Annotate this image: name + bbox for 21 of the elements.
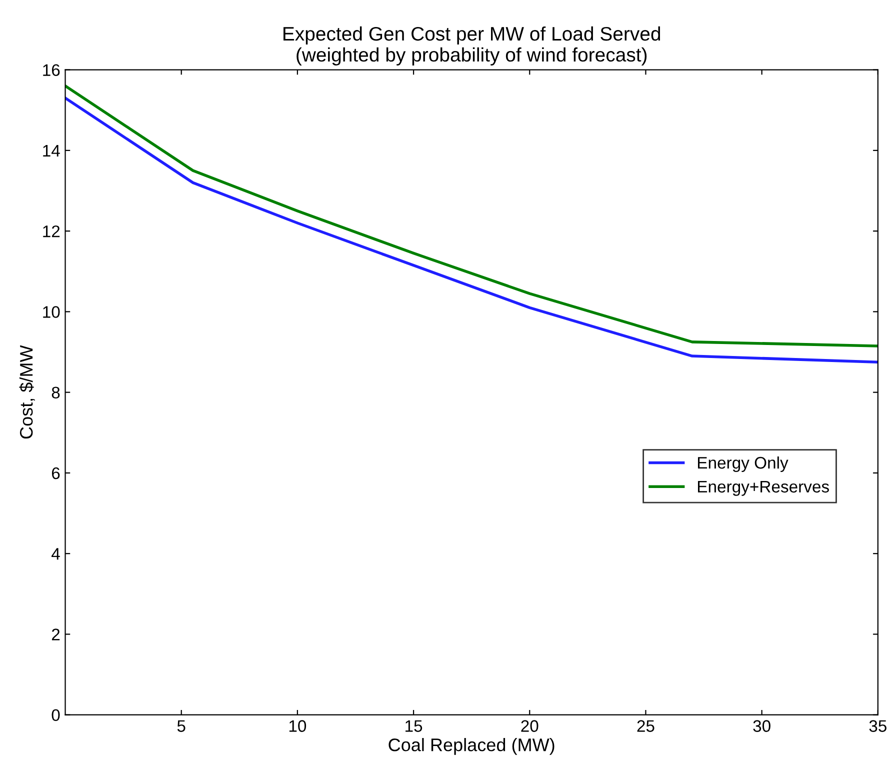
chart-title: Expected Gen Cost per MW of Load Served (weighted by probability of wind forecast): [284, 26, 660, 66]
y-tick-label: 2: [52, 628, 60, 640]
y-tick-label: 4: [52, 548, 60, 560]
x-axis-title: Coal Replaced (MW): [388, 738, 554, 755]
x-tick-label: 5: [177, 720, 186, 732]
y-axis-title: Cost, $/MW: [19, 345, 35, 439]
legend-label: Energy Only: [698, 456, 788, 472]
x-tick-label: 15: [406, 720, 422, 732]
y-tick-label: 10: [43, 306, 60, 318]
y-tick-label: 8: [52, 386, 60, 399]
x-tick-label: 25: [637, 720, 654, 732]
y-tick-label: 6: [52, 467, 60, 480]
y-tick-label: 12: [43, 225, 60, 238]
y-tick-label: 14: [43, 145, 60, 156]
x-tick-label: 35: [869, 720, 886, 732]
y-tick-label: 16: [43, 64, 60, 76]
x-tick-label: 10: [289, 720, 306, 732]
legend-label: Energy+Reserves: [698, 480, 829, 496]
x-tick-label: 20: [521, 720, 538, 732]
x-tick-label: 30: [753, 720, 770, 732]
y-tick-label: 0: [52, 709, 60, 722]
